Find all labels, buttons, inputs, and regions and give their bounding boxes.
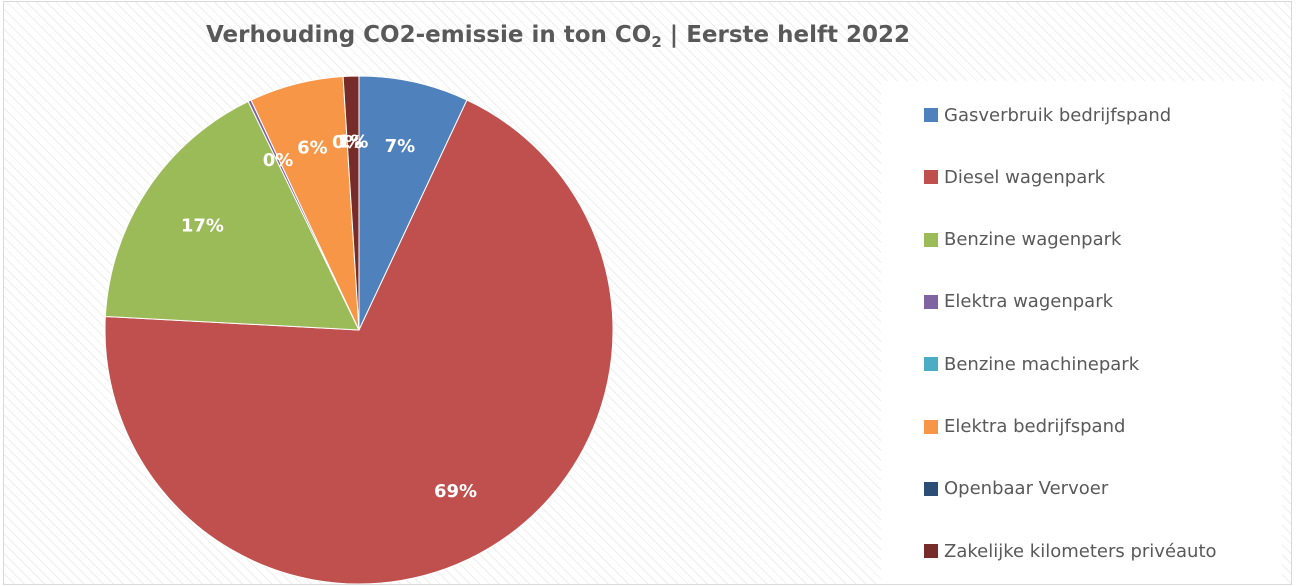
- legend-item: Benzine wagenpark: [924, 228, 1121, 252]
- legend-item: Diesel wagenpark: [924, 165, 1105, 189]
- pie-slice: [104, 99, 614, 584]
- legend-swatch: [924, 481, 938, 496]
- legend-item: Benzine machinepark: [924, 352, 1139, 376]
- legend-swatch: [924, 294, 938, 309]
- legend-swatch: [924, 108, 938, 122]
- slice-data-label: 6%: [297, 137, 328, 158]
- pie-slice: [342, 75, 360, 331]
- legend-item: Elektra wagenpark: [924, 290, 1113, 314]
- slice-data-label: 0%: [332, 132, 363, 153]
- pie-slice: [104, 100, 360, 331]
- slice-data-label: 69%: [434, 481, 477, 502]
- legend-swatch: [924, 170, 938, 185]
- legend-item: Zakelijke kilometers privéauto: [924, 539, 1217, 563]
- chart-area: Verhouding CO2-emissie in ton CO2 | Eers…: [3, 1, 1292, 585]
- chart-title: Verhouding CO2-emissie in ton CO2 | Eers…: [4, 22, 1112, 51]
- pie-slices: [104, 75, 614, 584]
- pie-chart: 7%69%17%0%6% 0%1%: [104, 75, 614, 584]
- legend-item: Gasverbruik bedrijfspand: [924, 103, 1171, 127]
- legend: Gasverbruik bedrijfspand Diesel wagenpark…: [881, 81, 1282, 584]
- chart-title-subscript: 2: [651, 33, 662, 51]
- legend-label: Benzine wagenpark: [944, 229, 1122, 251]
- legend-item: Openbaar Vervoer: [924, 477, 1108, 501]
- pie-slice: [358, 75, 468, 331]
- legend-item: Elektra bedrijfspand: [924, 415, 1125, 439]
- legend-label: Benzine machinepark: [944, 353, 1140, 375]
- legend-label: Openbaar Vervoer: [944, 478, 1109, 500]
- legend-label: Diesel wagenpark: [944, 166, 1106, 188]
- legend-label: Elektra wagenpark: [944, 291, 1114, 313]
- slice-data-label: 17%: [181, 216, 224, 237]
- slice-data-label: 0%: [263, 150, 294, 171]
- legend-swatch: [924, 544, 938, 559]
- pie-data-labels: 7%69%17%0%6% 0%1%: [181, 132, 477, 502]
- legend-swatch: [924, 419, 938, 434]
- legend-label: Gasverbruik bedrijfspand: [944, 104, 1172, 126]
- chart-title-suffix: | Eerste helft 2022: [661, 22, 911, 48]
- chart-title-main: Verhouding CO2-emissie in ton CO: [205, 22, 652, 48]
- slice-data-label: 7%: [385, 136, 416, 157]
- slice-data-label: 1%: [338, 132, 369, 153]
- legend-label: Zakelijke kilometers privéauto: [944, 540, 1217, 562]
- legend-label: Elektra bedrijfspand: [944, 416, 1126, 437]
- legend-swatch: [924, 357, 938, 372]
- legend-swatch: [924, 232, 938, 247]
